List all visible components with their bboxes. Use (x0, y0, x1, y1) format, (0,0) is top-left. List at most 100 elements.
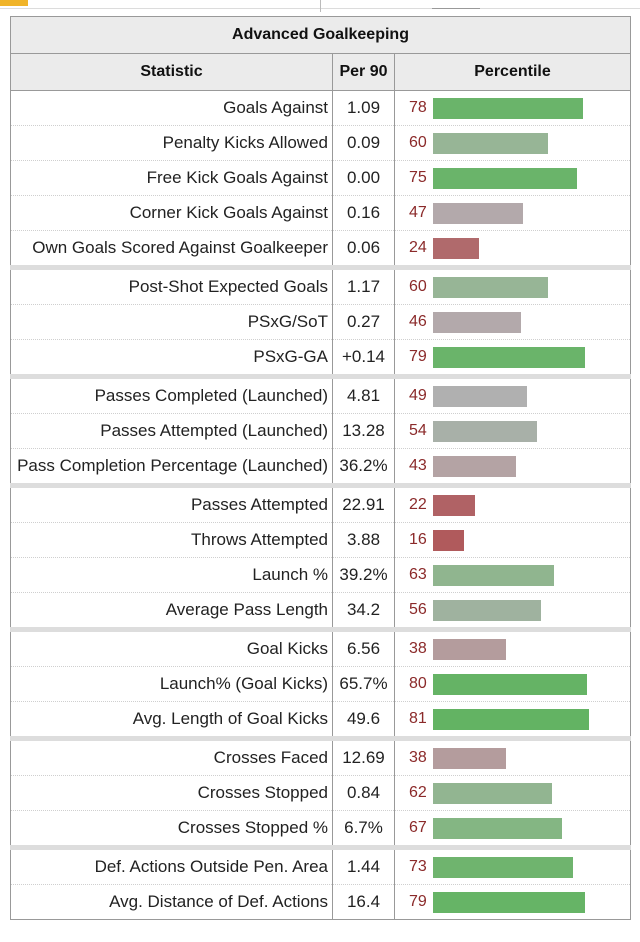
per90-value: 6.56 (332, 627, 395, 667)
percentile-value: 47 (409, 204, 427, 221)
percentile-cell: 43 (394, 448, 631, 486)
table-row: Crosses Stopped 0.84 62 (10, 775, 631, 811)
percentile-bar (433, 455, 516, 477)
percentile-value: 22 (409, 496, 427, 513)
percentile-bar (433, 494, 476, 516)
stat-name: Passes Attempted (Launched) (10, 413, 333, 449)
percentile-cell: 47 (394, 195, 631, 231)
stat-name: Throws Attempted (10, 522, 333, 558)
percentile-bar (433, 599, 541, 621)
percentile-value: 46 (409, 313, 427, 330)
per90-value: 49.6 (332, 701, 395, 739)
per90-value: 13.28 (332, 413, 395, 449)
table-row: Passes Attempted 22.91 22 (10, 483, 631, 523)
table-row: Goals Against 1.09 78 (10, 90, 631, 126)
per90-value: 22.91 (332, 483, 395, 523)
percentile-bar (433, 856, 574, 878)
per90-value: 0.00 (332, 160, 395, 196)
percentile-bar (433, 817, 562, 839)
table-row: Passes Attempted (Launched) 13.28 54 (10, 413, 631, 449)
stat-name: Free Kick Goals Against (10, 160, 333, 196)
percentile-cell: 60 (394, 265, 631, 305)
percentile-bar (433, 311, 522, 333)
header-percentile[interactable]: Percentile (394, 53, 631, 91)
percentile-cell: 62 (394, 775, 631, 811)
percentile-cell: 49 (394, 374, 631, 414)
percentile-cell: 54 (394, 413, 631, 449)
percentile-bar (433, 132, 549, 154)
percentile-value: 16 (409, 531, 427, 548)
percentile-value: 24 (409, 239, 427, 256)
table-row: Avg. Length of Goal Kicks 49.6 81 (10, 701, 631, 739)
per90-value: 1.09 (332, 90, 395, 126)
per90-value: 0.84 (332, 775, 395, 811)
percentile-bar (433, 747, 506, 769)
percentile-bar (433, 638, 506, 660)
per90-value: 6.7% (332, 810, 395, 848)
header-per90[interactable]: Per 90 (332, 53, 395, 91)
table-row: Def. Actions Outside Pen. Area 1.44 73 (10, 845, 631, 885)
percentile-bar (433, 385, 528, 407)
per90-value: 65.7% (332, 666, 395, 702)
percentile-cell: 16 (394, 522, 631, 558)
percentile-cell: 67 (394, 810, 631, 848)
percentile-value: 81 (409, 710, 427, 727)
percentile-value: 54 (409, 422, 427, 439)
percentile-value: 78 (409, 99, 427, 116)
percentile-bar (433, 167, 577, 189)
stat-name: Crosses Stopped % (10, 810, 333, 848)
stat-name: Avg. Length of Goal Kicks (10, 701, 333, 739)
percentile-cell: 80 (394, 666, 631, 702)
stat-name: Post-Shot Expected Goals (10, 265, 333, 305)
percentile-value: 62 (409, 784, 427, 801)
per90-value: 12.69 (332, 736, 395, 776)
stat-name: Average Pass Length (10, 592, 333, 630)
percentile-value: 67 (409, 819, 427, 836)
percentile-cell: 78 (394, 90, 631, 126)
percentile-bar (433, 708, 589, 730)
table-row: Own Goals Scored Against Goalkeeper 0.06 2… (10, 230, 631, 268)
percentile-value: 43 (409, 457, 427, 474)
percentile-value: 73 (409, 858, 427, 875)
top-tick (320, 0, 321, 12)
percentile-bar (433, 420, 537, 442)
percentile-cell: 81 (394, 701, 631, 739)
per90-value: 1.44 (332, 845, 395, 885)
stat-name: Avg. Distance of Def. Actions (10, 884, 333, 920)
percentile-cell: 63 (394, 557, 631, 593)
stat-name: Passes Completed (Launched) (10, 374, 333, 414)
table-row: Post-Shot Expected Goals 1.17 60 (10, 265, 631, 305)
percentile-cell: 79 (394, 339, 631, 377)
table-row: PSxG/SoT 0.27 46 (10, 304, 631, 340)
stat-name: Crosses Stopped (10, 775, 333, 811)
percentile-bar (433, 891, 585, 913)
percentile-value: 56 (409, 601, 427, 618)
stat-name: Goals Against (10, 90, 333, 126)
percentile-bar (433, 346, 585, 368)
percentile-cell: 46 (394, 304, 631, 340)
percentile-cell: 79 (394, 884, 631, 920)
per90-value: 0.16 (332, 195, 395, 231)
per90-value: 0.27 (332, 304, 395, 340)
header-statistic[interactable]: Statistic (10, 53, 333, 91)
table-title: Advanced Goalkeeping (10, 16, 631, 54)
percentile-cell: 24 (394, 230, 631, 268)
stat-name: Goal Kicks (10, 627, 333, 667)
per90-value: 34.2 (332, 592, 395, 630)
stat-name: Launch % (10, 557, 333, 593)
table-row: Passes Completed (Launched) 4.81 49 (10, 374, 631, 414)
advanced-goalkeeping-table: Advanced Goalkeeping Statistic Per 90 Pe… (10, 16, 631, 920)
per90-value: 0.09 (332, 125, 395, 161)
percentile-cell: 60 (394, 125, 631, 161)
table-row: Avg. Distance of Def. Actions 16.4 79 (10, 884, 631, 920)
percentile-value: 80 (409, 675, 427, 692)
per90-value: 39.2% (332, 557, 395, 593)
stat-name: Own Goals Scored Against Goalkeeper (10, 230, 333, 268)
percentile-value: 79 (409, 348, 427, 365)
table-body: Goals Against 1.09 78 Penalty Kicks Allowed… (10, 90, 631, 920)
percentile-value: 38 (409, 749, 427, 766)
percentile-cell: 22 (394, 483, 631, 523)
stat-name: Passes Attempted (10, 483, 333, 523)
table-row: Penalty Kicks Allowed 0.09 60 (10, 125, 631, 161)
stat-name: PSxG-GA (10, 339, 333, 377)
